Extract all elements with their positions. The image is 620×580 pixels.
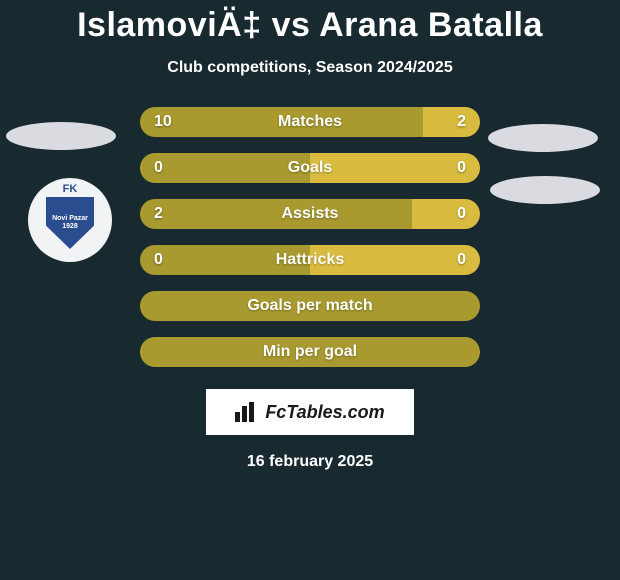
fctables-label: FcTables.com <box>265 402 384 423</box>
stat-bar-left-segment: 10 <box>140 107 423 137</box>
club-badge-shield-subtext: 1928 <box>62 223 78 230</box>
stat-bar-right-segment: 0 <box>310 153 480 183</box>
stat-bar-right-segment: 0 <box>412 199 480 229</box>
stat-bar-assists: 20Assists <box>140 199 480 229</box>
bar-chart-icon <box>235 402 259 422</box>
stat-bar-left-value: 2 <box>154 205 163 223</box>
stat-bar-left-segment: 0 <box>140 153 310 183</box>
stat-bar-right-value: 0 <box>457 159 466 177</box>
club-badge-shield-icon: Novi Pazar 1928 <box>46 197 94 249</box>
comparison-bars: 102Matches00Goals20Assists00HattricksGoa… <box>140 107 480 367</box>
stat-bar-left-segment: 0 <box>140 245 310 275</box>
stat-bar-right-value: 0 <box>457 205 466 223</box>
stat-bar-goals-per-match: Goals per match <box>140 291 480 321</box>
club-badge: FK Novi Pazar 1928 <box>28 178 112 262</box>
stat-bar-left-segment: 2 <box>140 199 412 229</box>
stat-bar-right-value: 0 <box>457 251 466 269</box>
stat-bar-left-value: 10 <box>154 113 172 131</box>
stat-bar-matches: 102Matches <box>140 107 480 137</box>
stat-bar-label: Goals per match <box>247 297 372 315</box>
stat-bar-right-segment: 0 <box>310 245 480 275</box>
stat-bar-min-per-goal: Min per goal <box>140 337 480 367</box>
subtitle: Club competitions, Season 2024/2025 <box>0 59 620 77</box>
stat-bar-hattricks: 00Hattricks <box>140 245 480 275</box>
fctables-tag: FcTables.com <box>206 389 414 435</box>
player-right-oval-1 <box>488 124 598 152</box>
club-badge-shield-text: Novi Pazar <box>52 215 88 222</box>
stat-bar-left-value: 0 <box>154 251 163 269</box>
stat-bar-left-value: 0 <box>154 159 163 177</box>
club-badge-top-text: FK <box>63 184 78 195</box>
stat-bar-right-value: 2 <box>457 113 466 131</box>
stat-bar-goals: 00Goals <box>140 153 480 183</box>
player-left-oval-1 <box>6 122 116 150</box>
footer-date: 16 february 2025 <box>0 453 620 471</box>
stat-bar-right-segment: 2 <box>423 107 480 137</box>
player-right-oval-2 <box>490 176 600 204</box>
stat-bar-label: Min per goal <box>263 343 357 361</box>
page-title: IslamoviÄ‡ vs Arana Batalla <box>0 0 620 45</box>
